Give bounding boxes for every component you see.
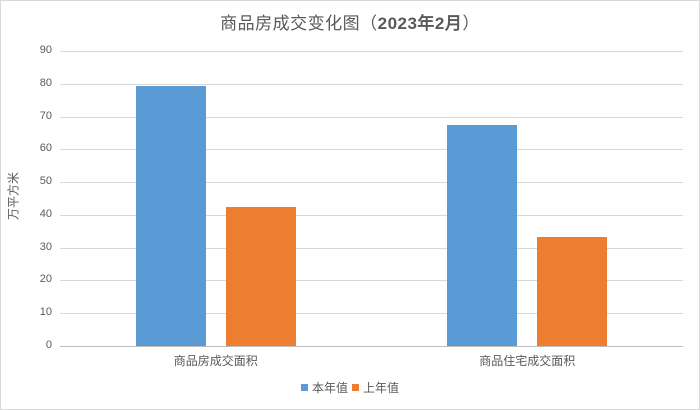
x-axis-line xyxy=(60,346,683,347)
legend-swatch-orange xyxy=(352,384,359,391)
gridline xyxy=(60,51,683,52)
bar-last-year xyxy=(225,207,296,346)
y-axis-label: 万平方米 xyxy=(6,171,21,221)
legend: 本年值 上年值 xyxy=(0,379,700,396)
gridline xyxy=(60,149,683,151)
y-tick-label: 30 xyxy=(39,240,52,253)
y-tick-label: 0 xyxy=(45,339,52,351)
y-tick-label: 50 xyxy=(39,175,52,188)
legend-swatch-blue xyxy=(300,384,308,391)
chart-title: 商品房成交变化图（2023年2月） xyxy=(220,14,480,34)
legend-item-last-year: 上年值 xyxy=(352,379,399,396)
plot-area xyxy=(60,51,683,347)
legend-item-current-year: 本年值 xyxy=(300,379,348,396)
x-category-label: 商品房成交面积 xyxy=(173,354,258,368)
gridline xyxy=(60,116,683,118)
gridline xyxy=(60,313,683,315)
y-tick-label: 80 xyxy=(39,76,52,89)
legend-label: 上年值 xyxy=(363,381,400,395)
gridline xyxy=(60,83,683,85)
y-tick-label: 70 xyxy=(39,109,52,122)
y-tick-label: 60 xyxy=(39,142,52,155)
gridline xyxy=(60,247,683,249)
bar-current-year xyxy=(447,125,518,346)
y-tick-label: 20 xyxy=(39,273,52,286)
bar-current-year xyxy=(135,86,206,346)
y-tick-label: 10 xyxy=(39,306,52,319)
bar-last-year xyxy=(537,237,608,346)
x-category-label: 商品住宅成交面积 xyxy=(479,354,576,368)
legend-label: 本年值 xyxy=(311,381,348,395)
gridline xyxy=(60,182,683,184)
gridline xyxy=(60,214,683,216)
y-tick-label: 40 xyxy=(39,207,52,220)
gridline xyxy=(60,280,683,282)
y-tick-label: 90 xyxy=(39,44,52,56)
